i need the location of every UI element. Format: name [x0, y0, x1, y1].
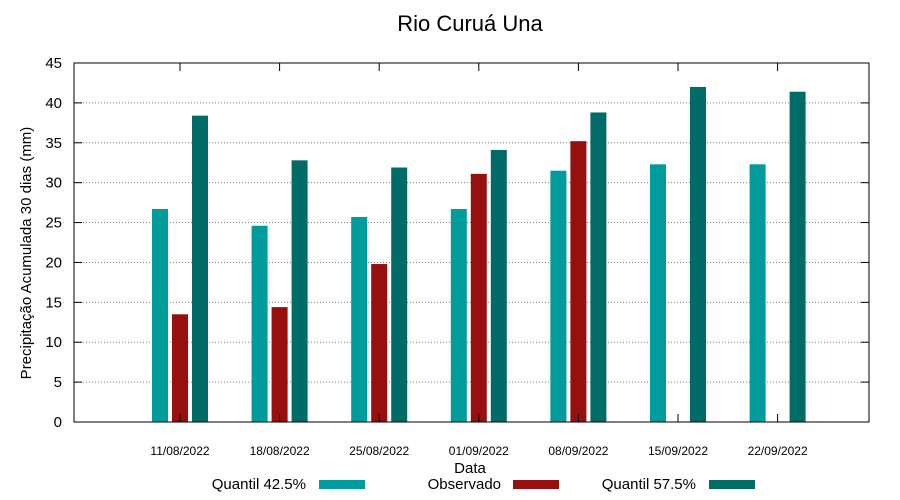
y-tick-label: 5: [54, 374, 62, 391]
bar-quantil-57-5--5: [690, 86, 706, 422]
y-axis-label: Precipitação Acumulada 30 dias (mm): [18, 127, 35, 380]
bar-quantil-42-5--5: [650, 164, 666, 422]
legend: Quantil 42.5% Observado Quantil 57.5%: [212, 476, 755, 493]
y-tick-label: 35: [45, 135, 62, 152]
x-axis-label: Data: [454, 460, 486, 477]
bar-observado-0: [172, 314, 188, 422]
bar-observado-4: [570, 141, 587, 422]
chart-title: Rio Curuá Una: [397, 11, 543, 36]
y-ticks: 0 5 10 15 20 25 30 35 40 45: [45, 55, 869, 431]
bar-quantil-57-5--3: [490, 149, 507, 423]
plot-frame: [73, 62, 870, 423]
y-tick-label: 15: [45, 294, 62, 311]
bar-quantil-42-5--0: [152, 208, 168, 422]
bars: [152, 86, 806, 423]
y-tick-label: 40: [45, 95, 62, 112]
x-tick-label: 11/08/2022: [150, 444, 209, 458]
y-tick-label: 0: [54, 414, 62, 431]
bar-quantil-57-5--4: [590, 112, 607, 422]
bar-quantil-42-5--2: [351, 216, 368, 422]
legend-label: Quantil 57.5%: [602, 476, 696, 493]
bar-quantil-42-5--4: [550, 170, 567, 422]
x-tick-label: 22/09/2022: [748, 444, 808, 458]
bar-observado-1: [271, 307, 288, 422]
bar-observado-3: [470, 173, 487, 422]
bar-quantil-42-5--3: [450, 208, 467, 422]
x-tick-label: 25/08/2022: [349, 444, 409, 458]
legend-label: Quantil 42.5%: [212, 476, 306, 493]
legend-swatch: [709, 480, 755, 489]
bar-quantil-57-5--2: [391, 167, 408, 422]
y-tick-label: 10: [45, 334, 62, 351]
x-tick-label: 01/09/2022: [449, 444, 509, 458]
x-tick-label: 15/09/2022: [648, 444, 708, 458]
x-tick-label: 18/08/2022: [250, 444, 310, 458]
legend-label: Observado: [428, 476, 501, 493]
y-tick-label: 25: [45, 215, 62, 232]
bar-quantil-57-5--0: [192, 115, 208, 423]
legend-swatch: [513, 480, 559, 489]
legend-swatch: [319, 480, 365, 489]
y-tick-label: 20: [45, 254, 62, 271]
y-tick-label: 30: [45, 175, 62, 192]
x-tick-label: 08/09/2022: [548, 444, 608, 458]
bar-quantil-57-5--6: [789, 91, 806, 422]
bar-quantil-42-5--1: [251, 225, 268, 422]
x-ticks: 11/08/2022 18/08/2022 25/08/2022 01/09/2022…: [150, 63, 808, 458]
bar-quantil-42-5--6: [749, 164, 766, 422]
y-tick-label: 45: [45, 55, 62, 72]
bar-observado-2: [371, 264, 388, 422]
bar-quantil-57-5--1: [291, 160, 308, 422]
